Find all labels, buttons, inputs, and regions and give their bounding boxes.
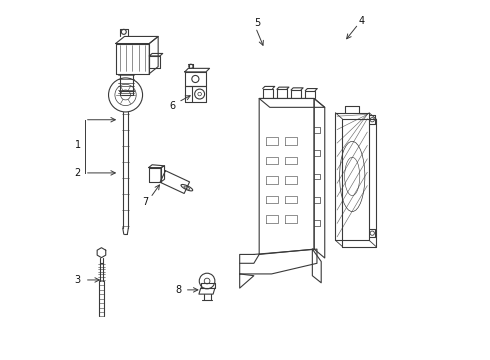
Text: 7: 7 <box>142 197 148 207</box>
Text: 3: 3 <box>74 275 81 285</box>
Text: 2: 2 <box>74 168 81 178</box>
Text: 8: 8 <box>175 285 181 295</box>
Text: 1: 1 <box>74 140 81 149</box>
Text: 6: 6 <box>169 100 175 111</box>
Text: 4: 4 <box>359 15 365 26</box>
Text: 5: 5 <box>254 18 261 28</box>
